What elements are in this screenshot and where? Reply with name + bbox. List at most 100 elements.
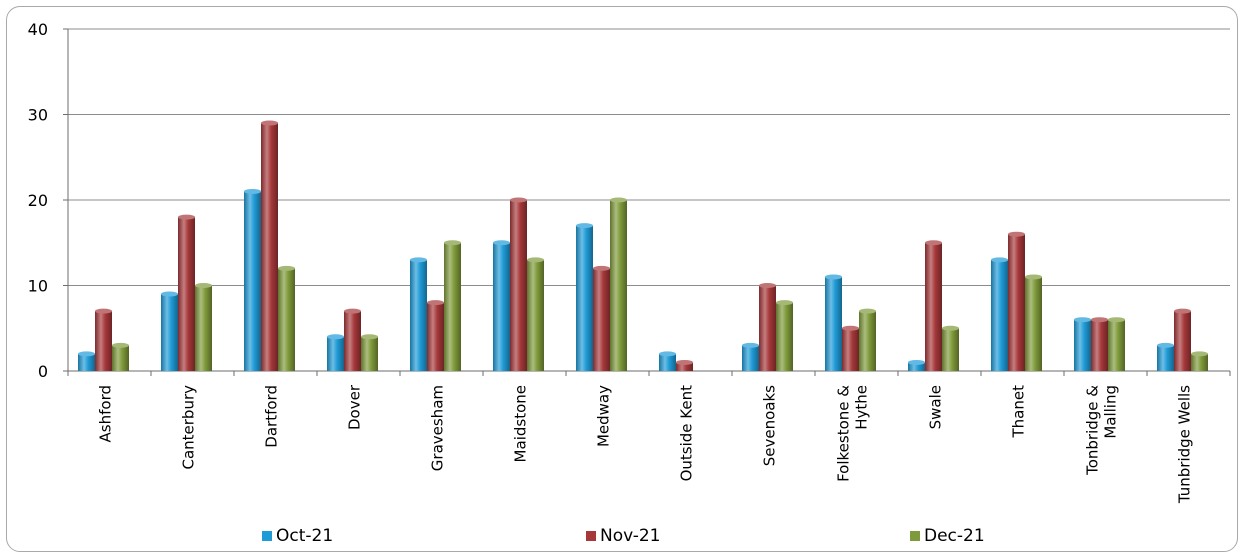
bar-Oct-21 <box>161 294 178 371</box>
bar-cap <box>659 351 676 357</box>
legend-item: Dec-21 <box>910 526 985 546</box>
bar-Dec-21 <box>610 200 627 371</box>
bar-cap <box>610 197 627 203</box>
bar-cap <box>576 223 593 229</box>
x-category-label: Dover <box>346 384 364 430</box>
x-category-label-line: Sevenoaks <box>761 385 779 466</box>
x-category-label: Gravesham <box>429 385 447 471</box>
bar-cap <box>444 240 461 246</box>
bar-cap <box>112 342 129 348</box>
x-category-label: Outside Kent <box>678 385 696 482</box>
bar-Oct-21 <box>1074 319 1091 371</box>
bar-Dec-21 <box>942 328 959 371</box>
bar-cap <box>510 197 527 203</box>
bar-cap <box>1008 231 1025 237</box>
legend-item: Oct-21 <box>262 526 333 546</box>
bar-Nov-21 <box>344 311 361 371</box>
x-category-label: Canterbury <box>180 385 198 470</box>
x-category-label: Tunbridge Wells <box>1176 385 1194 504</box>
x-category-label-line: Maidstone <box>512 385 530 462</box>
bar-Dec-21 <box>776 302 793 371</box>
bar-Nov-21 <box>178 217 195 371</box>
bar-Oct-21 <box>825 276 842 371</box>
bar-cap <box>842 325 859 331</box>
bar-Oct-21 <box>742 345 759 371</box>
bar-Dec-21 <box>1108 319 1125 371</box>
bar-cap <box>908 359 925 365</box>
bar-Dec-21 <box>195 285 212 371</box>
bar-cap <box>427 300 444 306</box>
bar-Nov-21 <box>261 123 278 371</box>
legend-item: Nov-21 <box>586 526 661 546</box>
x-category-label: Thanet <box>1010 385 1028 439</box>
x-category-label-line: Swale <box>927 385 945 429</box>
bar-Dec-21 <box>859 311 876 371</box>
x-category-label: Ashford <box>97 385 115 442</box>
bar-Nov-21 <box>1174 311 1191 371</box>
x-category-label: Maidstone <box>512 385 530 462</box>
bar-cap <box>676 359 693 365</box>
x-category-label: Swale <box>927 385 945 429</box>
bar-Oct-21 <box>327 336 344 371</box>
bar-Oct-21 <box>659 353 676 371</box>
bar-cap <box>942 325 959 331</box>
bar-Nov-21 <box>510 200 527 371</box>
x-category-label: Folkestone & Hythe <box>835 385 871 482</box>
x-category-label-line: Folkestone & <box>835 385 853 482</box>
x-category-label-line: Dartford <box>263 385 281 448</box>
bar-cap <box>1174 308 1191 314</box>
y-tick-label: 0 <box>38 362 48 381</box>
x-category-label: Medway <box>595 385 613 447</box>
y-tick-label: 40 <box>28 20 48 39</box>
bar-cap <box>493 240 510 246</box>
bar-cap <box>78 351 95 357</box>
x-category-label-line: Canterbury <box>180 385 198 470</box>
x-category-label-line: Dover <box>346 384 364 430</box>
x-category-label: Sevenoaks <box>761 385 779 466</box>
bar-cap <box>195 283 212 288</box>
x-category-label-line: Tunbridge Wells <box>1176 385 1194 504</box>
bar-cap <box>244 188 261 194</box>
bar-Oct-21 <box>244 191 261 371</box>
bar-cap <box>161 291 178 297</box>
x-category-label-line: Ashford <box>97 385 115 442</box>
bar-cap <box>1108 317 1125 323</box>
x-category-label-line: Medway <box>595 385 613 447</box>
bar-cap <box>925 240 942 246</box>
legend-label: Nov-21 <box>600 526 661 546</box>
bar-Oct-21 <box>493 242 510 371</box>
bar-cap <box>1074 317 1091 323</box>
legend-label: Dec-21 <box>924 526 985 546</box>
y-tick-label: 20 <box>28 191 48 210</box>
bar-Oct-21 <box>576 225 593 371</box>
bar-Nov-21 <box>842 328 859 371</box>
bar-Dec-21 <box>1191 353 1208 371</box>
bar-Nov-21 <box>95 311 112 371</box>
bar-Dec-21 <box>1025 276 1042 371</box>
bar-Nov-21 <box>1008 234 1025 371</box>
bar-Nov-21 <box>676 362 693 371</box>
bar-Nov-21 <box>427 302 444 371</box>
x-category-label-line: Thanet <box>1010 385 1028 439</box>
bar-Nov-21 <box>925 242 942 371</box>
bar-cap <box>759 283 776 288</box>
bar-Oct-21 <box>908 362 925 371</box>
bar-cap <box>825 274 842 280</box>
bar-Nov-21 <box>593 268 610 371</box>
bar-Dec-21 <box>444 242 461 371</box>
y-tick-label: 10 <box>28 277 48 296</box>
x-category-label-line: Tonbridge & <box>1084 385 1102 476</box>
bar-Dec-21 <box>361 336 378 371</box>
bar-Nov-21 <box>759 285 776 371</box>
legend-swatch <box>910 531 920 541</box>
bar-cap <box>1157 342 1174 348</box>
bar-Oct-21 <box>410 259 427 371</box>
legend-label: Oct-21 <box>276 526 333 546</box>
x-category-label: Tonbridge & Malling <box>1084 385 1120 476</box>
bar-cap <box>1091 317 1108 323</box>
bar-cap <box>261 120 278 126</box>
bar-cap <box>1191 351 1208 357</box>
x-category-label-line: Gravesham <box>429 385 447 471</box>
bar-Dec-21 <box>278 268 295 371</box>
